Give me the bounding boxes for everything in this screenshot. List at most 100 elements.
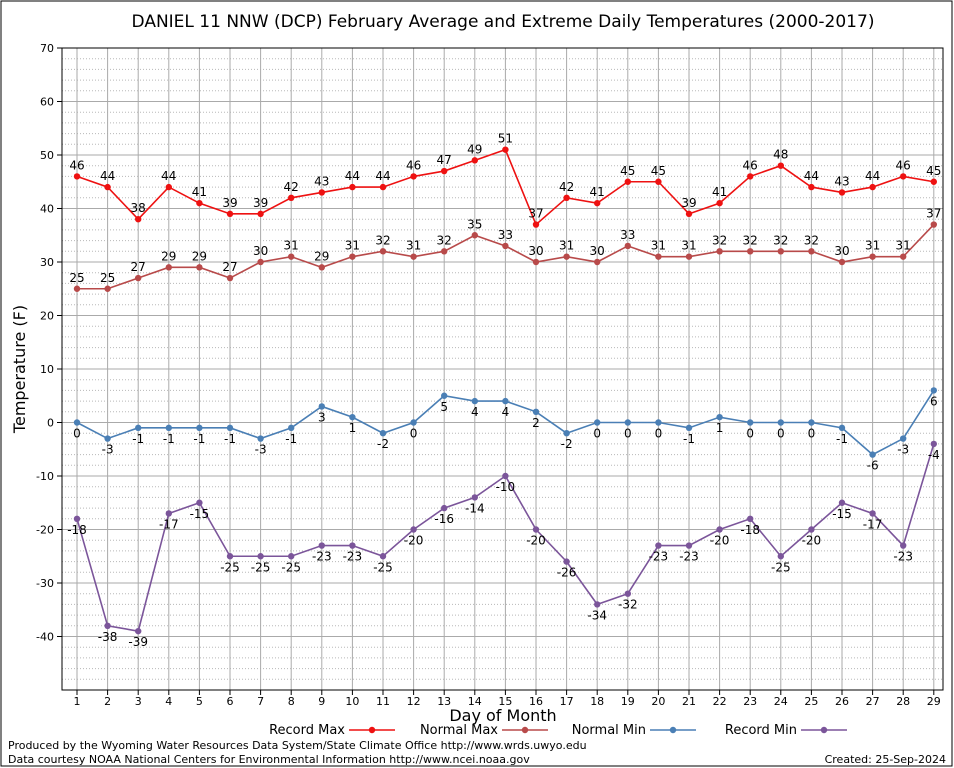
series-normal-max: 25 25 27 29 29 27 30 31 29 31 32 31 32 35 33 30 31 30 33 31… [69,207,941,292]
record-max-point [135,216,142,223]
record-max-data-label: 49 [467,142,482,156]
normal-max-data-label: 29 [192,249,207,263]
record-max-point [900,173,907,180]
y-tick-label: 30 [40,256,54,269]
x-tick-label: 9 [318,695,325,708]
normal-min-data-label: 6 [930,394,938,408]
footer-courtesy: Data courtesy NOAA National Centers for … [8,753,530,766]
record-max-data-label: 48 [773,148,788,162]
record-min-data-label: -23 [343,550,363,564]
normal-min-data-label: -3 [102,443,114,457]
record-min-data-label: -32 [618,598,638,612]
y-tick-label: 20 [40,310,54,323]
x-tick-label: 2 [104,695,111,708]
normal-max-data-label: 27 [131,260,146,274]
normal-min-point [471,397,478,405]
record-max-point [685,210,693,218]
record-min-point [869,510,876,517]
record-min-data-label: -16 [434,512,454,526]
record-min-data-label: -26 [557,566,577,580]
record-min-data-label: -23 [679,550,699,564]
x-tick-label: 6 [227,695,234,708]
normal-max-point [410,253,417,260]
normal-min-point [716,413,723,421]
record-max-point [869,183,876,191]
normal-max-point [441,248,448,255]
normal-min-point [655,419,662,426]
record-max-point [165,183,172,191]
normal-max-data-label: 31 [345,239,360,253]
y-tick-label: -40 [36,631,54,644]
record-max-point [441,167,448,175]
normal-min-data-label: 1 [349,421,357,435]
record-min-point [104,622,111,629]
y-axis: -40 -30 -20 -10 0 10 20 30 40 50 60 70 [36,42,62,644]
record-min-data-label: -17 [863,517,883,531]
normal-max-data-label: 32 [437,233,452,247]
y-tick-label: 0 [47,417,54,430]
normal-max-data-label: 31 [284,239,299,253]
normal-min-data-label: 0 [624,427,632,441]
normal-min-data-label: -1 [836,432,848,446]
normal-max-point [808,248,815,255]
normal-min-data-label: 0 [410,427,418,441]
y-tick-label: -20 [36,524,54,537]
record-min-data-label: -15 [190,507,210,521]
record-max-data-label: 44 [100,169,115,183]
x-tick-label: 4 [165,695,172,708]
record-min-point [655,542,662,549]
y-tick-label: 50 [40,149,54,162]
record-max-data-label: 41 [590,185,605,199]
normal-max-point [655,253,662,260]
record-min-point [838,499,846,506]
record-min-point [165,510,172,517]
normal-max-data-label: 33 [498,228,513,242]
y-tick-label: 70 [40,42,54,55]
record-max-data-label: 41 [192,185,207,199]
record-min-point [441,504,448,512]
normal-max-point [288,253,295,260]
normal-max-point [73,285,81,292]
normal-min-data-label: -1 [683,432,695,446]
normal-min-data-label: 0 [746,427,754,441]
record-min-data-label: -18 [67,523,87,537]
record-max-data-label: 46 [743,158,758,172]
normal-min-point [502,397,509,405]
legend-item-normal-max: Normal Max [420,723,548,738]
record-max-point [226,210,234,218]
record-max-data-label: 45 [926,164,941,178]
normal-max-data-label: 32 [773,233,788,247]
record-min-point [563,558,570,565]
normal-max-point [471,232,478,239]
normal-max-data-label: 35 [467,217,482,231]
normal-max-data-label: 30 [590,244,605,258]
normal-min-point [257,435,264,442]
record-min-point [349,542,356,549]
legend-label: Record Min [725,723,797,738]
normal-max-point [930,221,937,228]
normal-max-data-label: 29 [161,249,176,263]
record-min-point [471,494,478,501]
normal-max-point [379,248,387,255]
record-max-data-label: 45 [620,164,635,178]
normal-max-data-label: 29 [314,249,329,263]
record-min-point [318,542,325,549]
normal-min-data-label: 0 [593,427,601,441]
record-max-point [257,210,264,218]
record-min-point [196,499,203,506]
record-max-point [73,173,81,180]
record-max-point [318,189,325,196]
normal-min-point [869,451,876,458]
x-tick-label: 19 [621,695,635,708]
record-max-point [104,183,111,191]
normal-min-data-label: -1 [285,432,297,446]
normal-min-point [226,424,234,432]
normal-min-data-label: 4 [471,405,479,419]
normal-min-point [379,430,387,437]
record-min-point [410,526,417,533]
x-tick-label: 18 [590,695,604,708]
record-min-data-label: -17 [159,517,179,531]
x-tick-label: 8 [288,695,295,708]
